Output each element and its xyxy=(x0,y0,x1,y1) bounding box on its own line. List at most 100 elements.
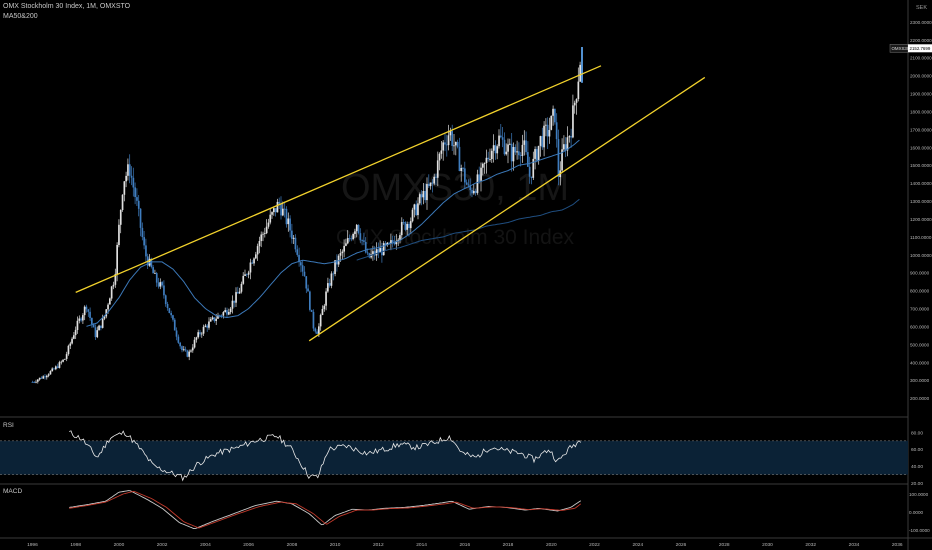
candle-body xyxy=(83,306,86,316)
candle-body xyxy=(170,313,172,316)
macd-tick-label: 0.0000 xyxy=(909,510,923,515)
candle-body xyxy=(125,175,127,182)
price-tick-label: 2300.0000 xyxy=(910,20,932,25)
candle-body xyxy=(555,122,558,140)
candle-body xyxy=(161,282,163,286)
candle-body xyxy=(274,208,277,213)
candle-body xyxy=(485,157,488,163)
candle-body xyxy=(328,283,331,286)
candle-body xyxy=(492,145,495,151)
candle-body xyxy=(478,174,481,181)
candle-body xyxy=(352,234,354,240)
candle-body xyxy=(49,371,52,375)
candle-body xyxy=(469,185,472,191)
candle-body xyxy=(253,258,255,264)
candle-body xyxy=(386,242,389,246)
candle-body xyxy=(561,149,563,171)
price-tick-label: 900.0000 xyxy=(910,271,930,276)
candle-body xyxy=(182,349,185,351)
candle-body xyxy=(341,251,344,254)
candle-body xyxy=(87,309,90,312)
candle-body xyxy=(278,201,281,204)
candle-body xyxy=(507,144,509,152)
candle-body xyxy=(424,191,426,201)
candle-body xyxy=(309,291,311,310)
candle-body xyxy=(357,224,360,234)
candle-body xyxy=(514,147,517,153)
time-tick-label: 2016 xyxy=(459,542,470,548)
candle-body xyxy=(456,141,459,147)
candle-body xyxy=(491,150,493,160)
candle-body xyxy=(314,328,317,332)
candle-body xyxy=(512,147,515,162)
candle-body xyxy=(453,145,455,147)
candle-body xyxy=(379,248,381,253)
candle-body xyxy=(417,203,419,216)
candle-body xyxy=(291,230,293,239)
candle-body xyxy=(73,335,75,339)
price-tick-label: 1900.0000 xyxy=(910,92,932,97)
candle-body xyxy=(226,310,228,315)
candle-body xyxy=(464,168,466,183)
macd-pane-title: MACD xyxy=(3,488,23,495)
candle-body xyxy=(118,224,120,245)
rsi-pane-title: RSI xyxy=(3,422,14,429)
upper-channel-trendline[interactable] xyxy=(75,65,602,293)
candle-body xyxy=(154,273,156,274)
candle-body xyxy=(289,218,291,231)
candle-body xyxy=(467,184,470,186)
candle-body xyxy=(141,227,144,238)
candle-body xyxy=(310,309,313,312)
candle-body xyxy=(195,337,198,340)
candle-body xyxy=(155,273,158,283)
candle-body xyxy=(38,377,41,380)
price-tick-label: 200.0000 xyxy=(910,396,930,401)
candle-body xyxy=(67,345,70,355)
candle-body xyxy=(42,376,45,379)
candle-body xyxy=(136,197,138,201)
candle-body xyxy=(307,288,309,292)
price-tick-label: 300.0000 xyxy=(910,378,930,383)
candle-body xyxy=(471,190,473,194)
candle-body xyxy=(406,224,408,230)
chart-title: OMX Stockholm 30 Index, 1M, OMXSTO xyxy=(3,3,131,10)
time-tick-label: 2014 xyxy=(416,542,427,548)
lower-channel-trendline[interactable] xyxy=(308,76,706,342)
candle-body xyxy=(305,276,308,289)
candle-body xyxy=(173,319,176,331)
candle-body xyxy=(172,315,174,320)
candle-body xyxy=(563,144,565,150)
candle-body xyxy=(78,318,81,321)
candle-body xyxy=(510,143,513,162)
rsi-band xyxy=(0,440,908,475)
candle-body xyxy=(114,273,117,285)
price-tick-label: 1100.0000 xyxy=(910,235,932,240)
candle-body xyxy=(336,260,338,265)
candle-body xyxy=(323,305,326,310)
candle-body xyxy=(400,222,403,236)
macd-axis: 100.0000 0.0000 -100.0000 xyxy=(909,492,930,533)
candle-body xyxy=(363,240,365,242)
candle-body xyxy=(116,245,118,274)
price-tick-label: 1200.0000 xyxy=(910,217,932,222)
candle-body xyxy=(143,237,145,246)
candle-body xyxy=(482,163,484,168)
candle-body xyxy=(166,304,169,308)
price-tick-label: 1800.0000 xyxy=(910,110,932,115)
candle-body xyxy=(408,224,410,229)
candle-body xyxy=(548,130,551,137)
candle-body xyxy=(330,273,333,286)
candle-body xyxy=(249,262,252,273)
candle-body xyxy=(82,315,84,321)
candle-body xyxy=(364,242,367,253)
candle-body xyxy=(107,304,109,310)
candle-body xyxy=(546,124,549,137)
candle-body xyxy=(564,144,567,151)
candle-body xyxy=(525,140,527,153)
last-price-value: 2152.7699 xyxy=(910,46,931,51)
candle-body xyxy=(445,144,448,146)
candle-body xyxy=(483,163,486,164)
candle-body xyxy=(382,243,385,256)
candle-body xyxy=(130,175,133,178)
